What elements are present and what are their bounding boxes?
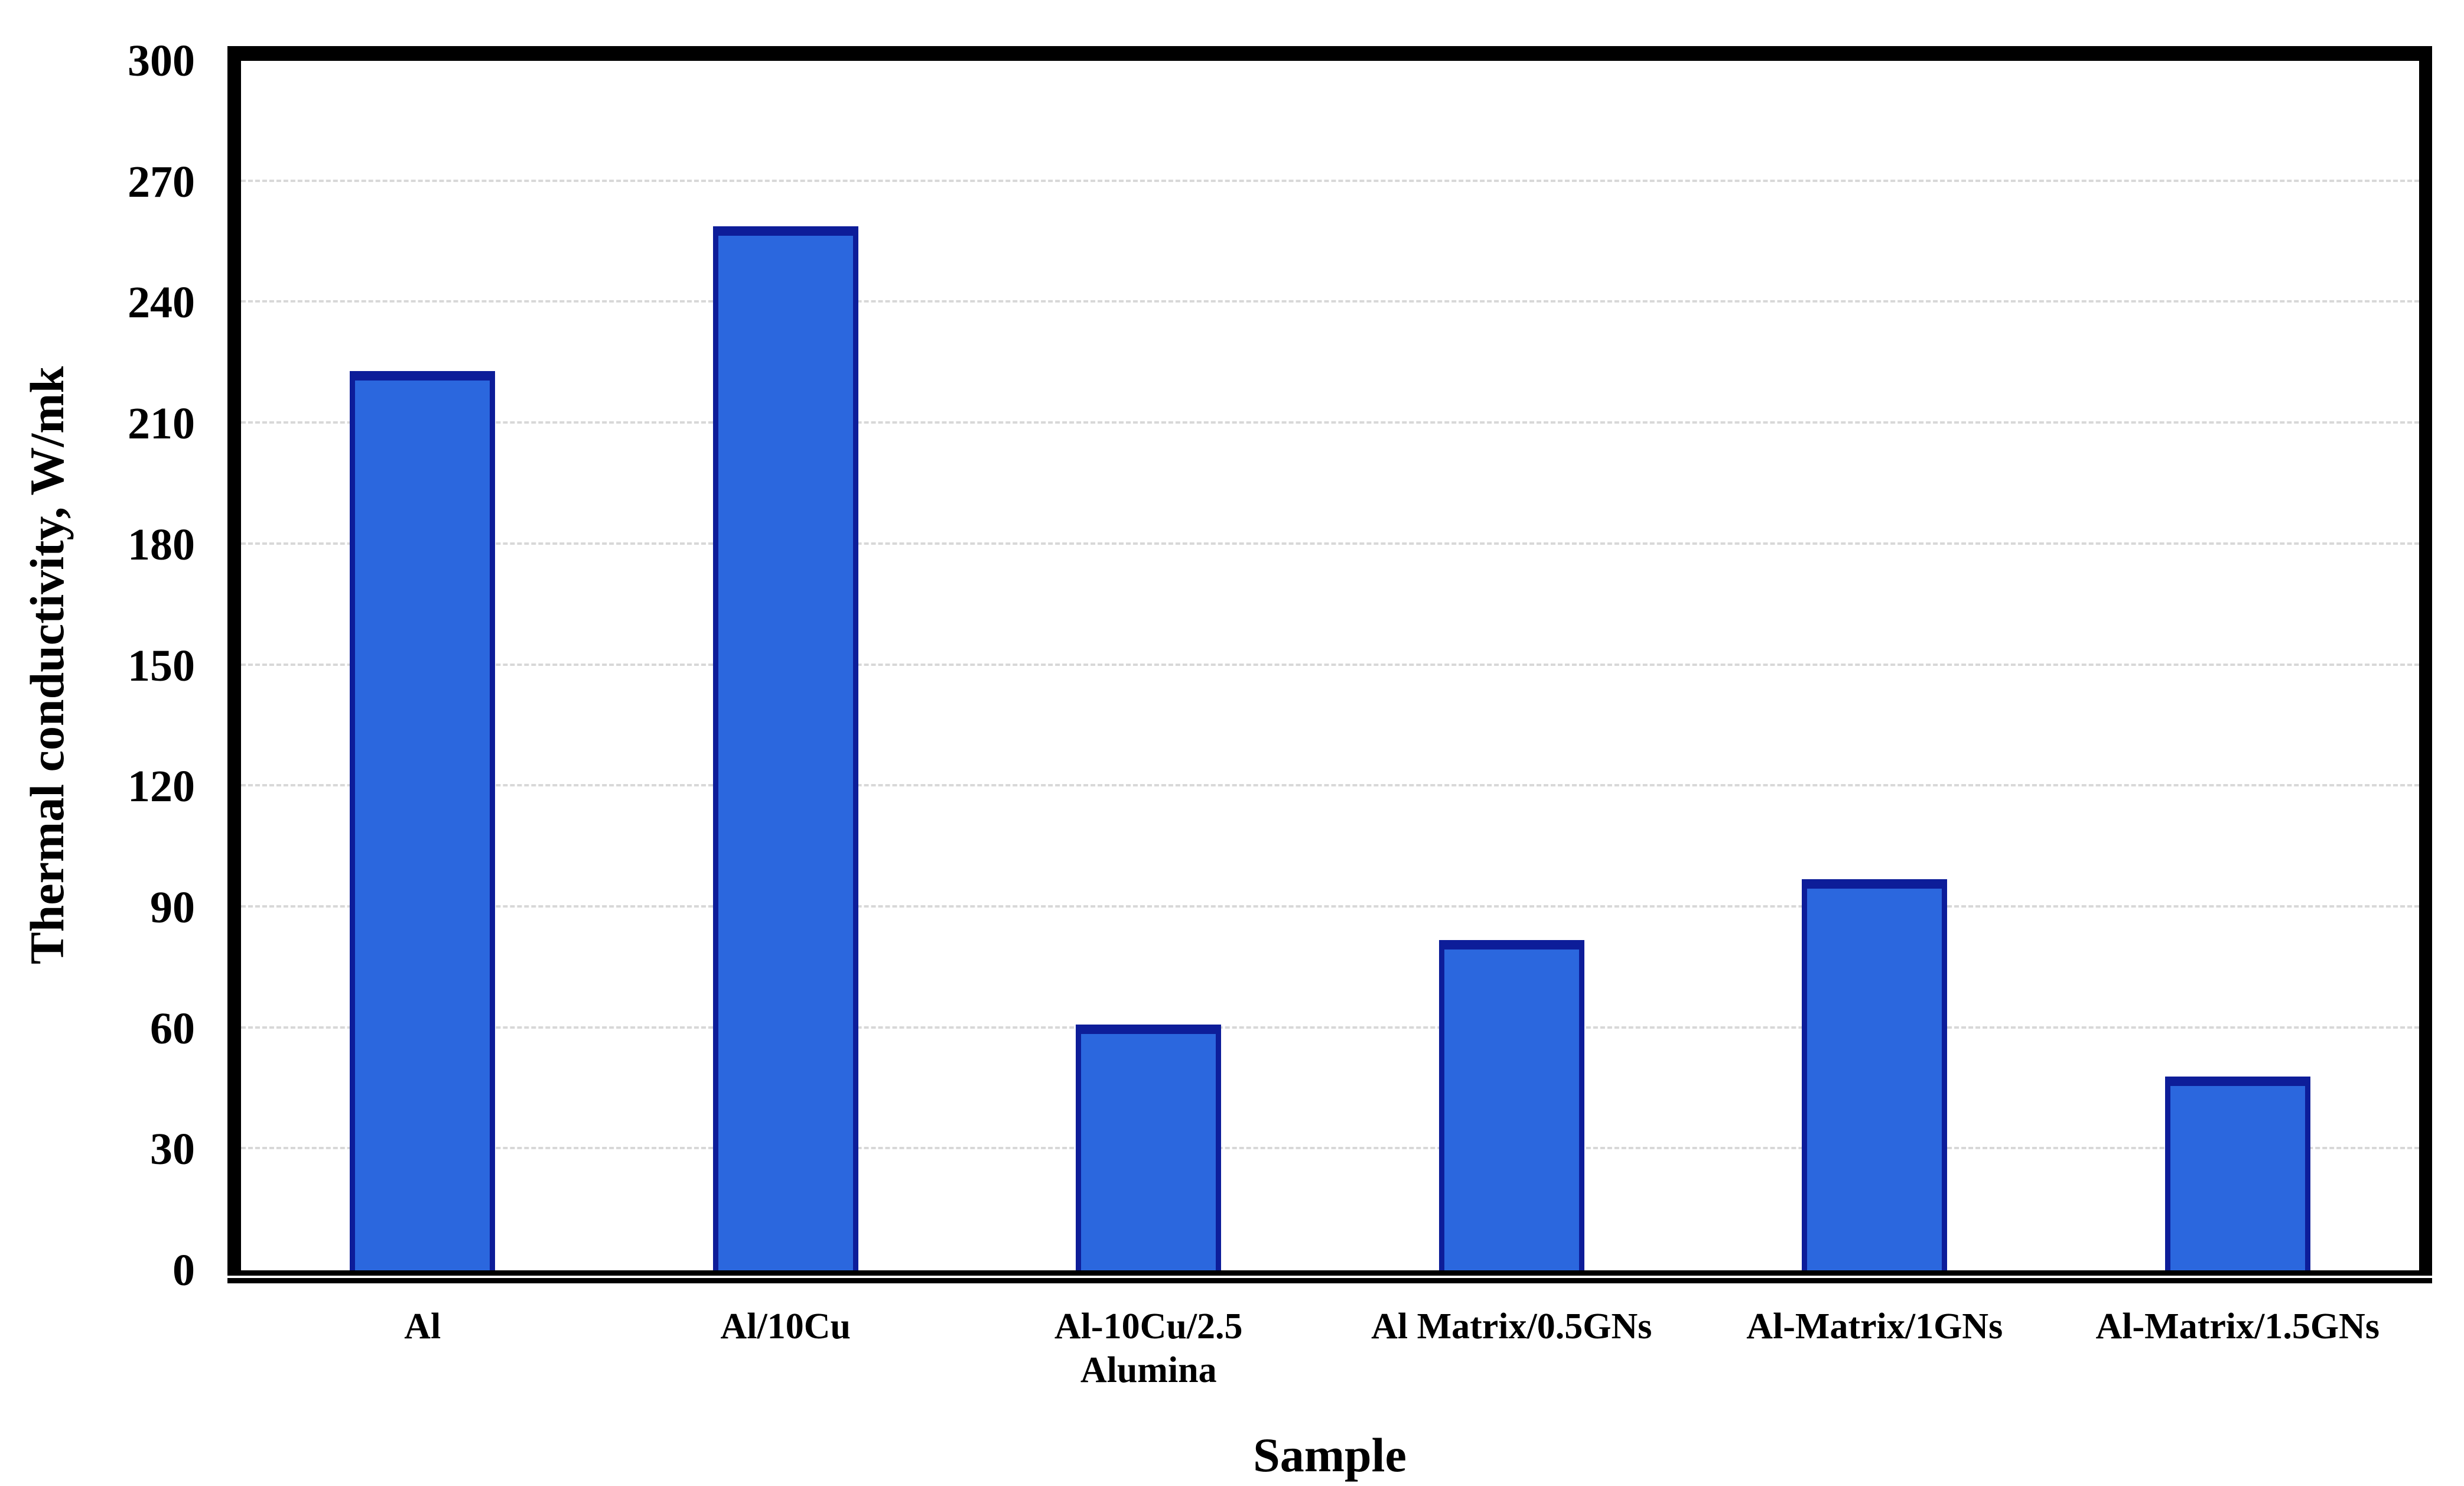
y-tick-label: 270 xyxy=(128,157,195,207)
bars-layer xyxy=(241,61,2419,1270)
gridline xyxy=(241,784,2419,787)
bar-4 xyxy=(1438,939,1584,1270)
y-tick-labels: 0 30 60 90 120 150 180 210 240 270 300 xyxy=(0,38,195,1293)
x-axis-baseline xyxy=(227,1278,2432,1283)
y-tick-label: 90 xyxy=(150,882,195,932)
x-category-label: Al xyxy=(404,1306,441,1347)
x-category-labels: Al Al/10Cu Al-10Cu/2.5 Alumina Al Matrix/0.… xyxy=(241,1305,2419,1393)
bar-5 xyxy=(1802,879,1948,1270)
bar-slot xyxy=(967,61,1330,1270)
bar-slot xyxy=(1330,61,1694,1270)
x-category-label: Al-10Cu/2.5 Alumina xyxy=(1054,1306,1243,1391)
y-tick-label: 180 xyxy=(128,519,195,570)
gridline xyxy=(241,542,2419,545)
bar-slot xyxy=(241,61,604,1270)
y-tick-label: 210 xyxy=(128,399,195,449)
y-tick-label: 60 xyxy=(150,1003,195,1053)
x-category-label: Al-Matrix/1GNs xyxy=(1746,1306,2003,1347)
gridline xyxy=(241,1026,2419,1029)
gridline xyxy=(241,421,2419,424)
y-tick-label: 150 xyxy=(128,640,195,691)
y-tick-label: 240 xyxy=(128,278,195,328)
y-tick-label: 120 xyxy=(128,762,195,812)
gridline xyxy=(241,663,2419,666)
x-category-label: Al-Matrix/1.5GNs xyxy=(2095,1306,2380,1347)
bar-slot xyxy=(1693,61,2056,1270)
bar-1 xyxy=(350,371,496,1270)
bar-2 xyxy=(712,226,858,1270)
gridline xyxy=(241,1147,2419,1150)
y-tick-label: 0 xyxy=(172,1246,195,1295)
bar-3 xyxy=(1076,1024,1222,1270)
y-tick-label: 30 xyxy=(150,1124,195,1175)
gridline xyxy=(241,300,2419,303)
bar-slot xyxy=(604,61,968,1270)
y-tick-label: 300 xyxy=(128,36,195,86)
plot-area xyxy=(227,46,2432,1276)
gridline xyxy=(241,179,2419,182)
x-axis-title: Sample xyxy=(1253,1428,1407,1482)
bar-6 xyxy=(2164,1077,2310,1270)
gridlines-layer xyxy=(241,61,2419,1270)
bar-slot xyxy=(2056,61,2420,1270)
gridline xyxy=(241,905,2419,908)
x-category-label: Al/10Cu xyxy=(720,1306,851,1347)
x-category-label: Al Matrix/0.5GNs xyxy=(1371,1306,1652,1347)
